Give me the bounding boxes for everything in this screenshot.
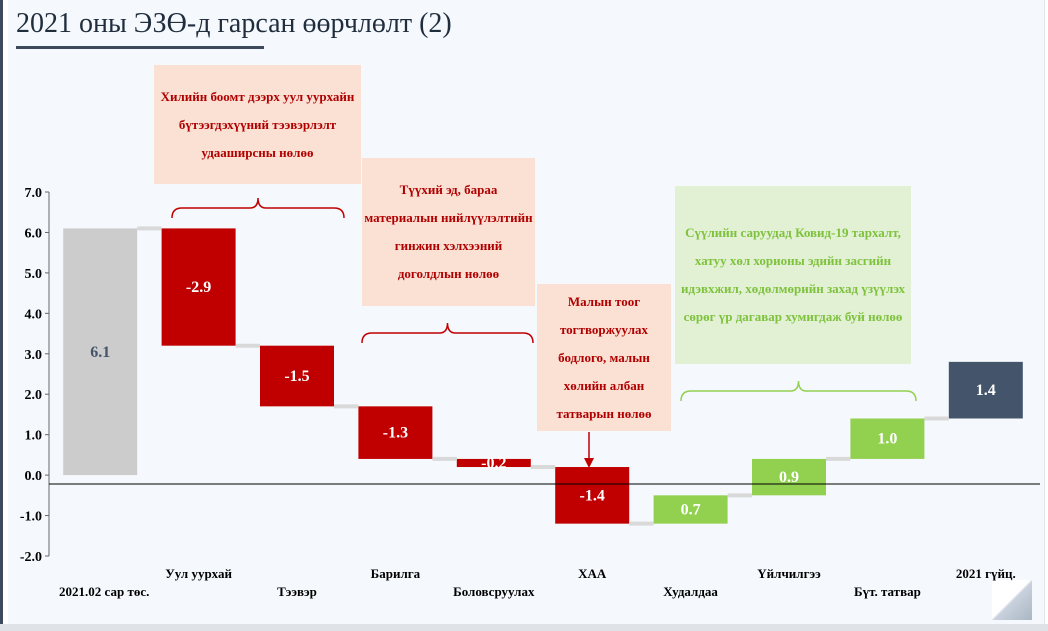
data-label-7: 0.7: [681, 501, 701, 518]
annotation-covid: Сүүлийн саруудад Ковид-19 тархалт, хатуу…: [675, 186, 911, 364]
category-label-10: 2021 гүйц.: [956, 566, 1016, 581]
category-label-9: Бүт. татвар: [854, 584, 921, 599]
title-underline: [16, 46, 264, 49]
annotation-supply-chain-text: Түүхий эд, бараа материалын нийлүүлэлтий…: [364, 182, 533, 281]
data-label-2: -2.9: [186, 279, 211, 296]
data-label-4: -1.3: [383, 425, 408, 442]
data-label-9: 1.0: [877, 431, 897, 448]
category-label-8: Үйлчилгээ: [757, 566, 821, 581]
brace-covid: [680, 380, 917, 402]
category-label-4: Барилга: [371, 566, 421, 581]
left-accent-bar: [0, 0, 3, 631]
data-label-10: 1.4: [976, 382, 996, 399]
category-label-5: Боловсруулах: [453, 584, 535, 599]
y-tick-label: 0.0: [25, 469, 43, 484]
y-tick-label: 1.0: [25, 429, 43, 444]
bar-9: [850, 418, 925, 459]
arrow-head-livestock: [584, 458, 594, 468]
annotation-supply-chain: Түүхий эд, бараа материалын нийлүүлэлтий…: [362, 158, 535, 306]
bar-6: [555, 467, 630, 524]
category-label-7: Худалдаа: [663, 584, 718, 599]
annotation-covid-text: Сүүлийн саруудад Ковид-19 тархалт, хатуу…: [681, 225, 905, 324]
y-tick-label: 3.0: [25, 348, 43, 363]
data-label-6: -1.4: [580, 487, 605, 504]
bar-10: [948, 361, 1023, 419]
data-label-1: 6.1: [90, 344, 110, 361]
brace-mining: [171, 197, 345, 219]
category-label-1: 2021.02 сар төс.: [59, 584, 149, 599]
y-tick-label: -1.0: [20, 510, 42, 525]
annotation-mining-text: Хилийн боомт дээрх уул уурхайн бүтээгдэх…: [160, 88, 355, 160]
category-label-2: Уул уурхай: [165, 566, 232, 581]
y-tick-label: 7.0: [25, 186, 43, 201]
data-label-8: 0.9: [779, 469, 799, 486]
annotation-mining: Хилийн боомт дээрх уул уурхайн бүтээгдэх…: [154, 65, 361, 184]
annotation-livestock: Малын тоог тогтворжуулах бодлого, малын …: [537, 284, 671, 431]
bar-8: [752, 458, 826, 496]
annotation-livestock-text: Малын тоог тогтворжуулах бодлого, малын …: [556, 293, 652, 421]
bar-5: [456, 458, 531, 468]
bar-7: [653, 495, 728, 524]
y-tick-label: 5.0: [25, 267, 43, 282]
data-label-5: -0.2: [481, 455, 506, 472]
page-title: 2021 оны ЭЗӨ-д гарсан өөрчлөлт (2): [16, 8, 452, 39]
bottom-strip: [0, 624, 1048, 631]
category-label-6: ХАА: [578, 566, 607, 581]
data-label-3: -1.5: [284, 368, 309, 385]
y-tick-label: 6.0: [25, 226, 43, 241]
y-tick-label: 2.0: [25, 388, 43, 403]
category-label-3: Тээвэр: [277, 584, 317, 599]
brace-supply-chain: [361, 322, 534, 344]
bar-1: [63, 228, 138, 476]
y-tick-label: -2.0: [20, 550, 42, 565]
bar-4: [358, 406, 433, 459]
bar-3: [260, 345, 334, 407]
bar-2: [161, 228, 236, 346]
page-curl-decoration: [992, 580, 1032, 620]
y-tick-label: 4.0: [25, 307, 43, 322]
